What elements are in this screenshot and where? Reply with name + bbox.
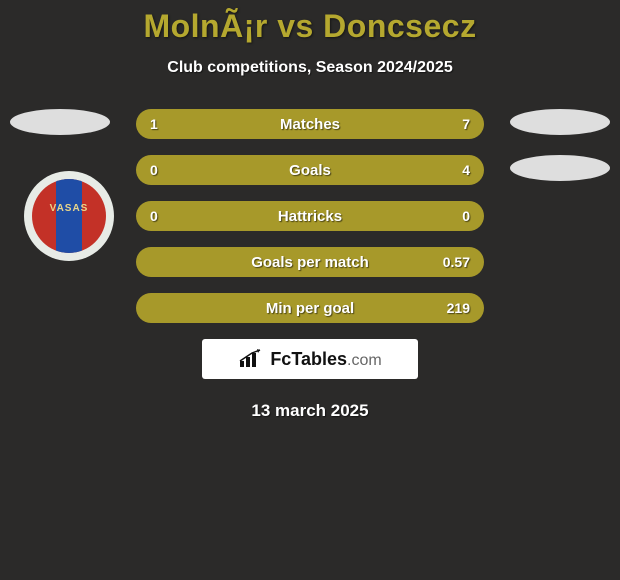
brand-domain: .com	[347, 352, 382, 370]
stat-label: Goals	[136, 162, 484, 179]
stat-right-value: 219	[444, 300, 470, 316]
stat-row: 0 Hattricks 0	[0, 201, 620, 231]
brand-tables: Tables	[291, 349, 347, 370]
brand-fc: Fc	[270, 349, 291, 370]
stat-pill-hattricks: 0 Hattricks 0	[136, 201, 484, 231]
stat-pill-goals: 0 Goals 4	[136, 155, 484, 185]
stat-right-value: 0	[444, 208, 470, 224]
page-title: MolnÃ¡r vs Doncsecz	[0, 0, 620, 45]
stat-pill-goals-per-match: Goals per match 0.57	[136, 247, 484, 277]
stat-row: 1 Matches 7	[0, 109, 620, 139]
generated-date: 13 march 2025	[0, 401, 620, 421]
stat-label: Min per goal	[136, 300, 484, 317]
brand-box: Fc Tables .com	[202, 339, 418, 379]
stat-label: Goals per match	[136, 254, 484, 271]
stat-right-value: 4	[444, 162, 470, 178]
stat-label: Matches	[136, 116, 484, 133]
stat-label: Hattricks	[136, 208, 484, 225]
stat-right-value: 0.57	[443, 254, 470, 270]
stat-row: Goals per match 0.57	[0, 247, 620, 277]
page-subtitle: Club competitions, Season 2024/2025	[0, 59, 620, 77]
chart-icon	[238, 349, 264, 369]
stat-row: 0 Goals 4	[0, 155, 620, 185]
stat-left-value: 0	[150, 208, 176, 224]
stat-left-value: 0	[150, 162, 176, 178]
stat-pill-matches: 1 Matches 7	[136, 109, 484, 139]
brand-text: Fc Tables .com	[270, 349, 381, 370]
stat-right-value: 7	[444, 116, 470, 132]
stat-pill-min-per-goal: Min per goal 219	[136, 293, 484, 323]
stat-row: Min per goal 219	[0, 293, 620, 323]
comparison-stage: VASAS 1 Matches 7 0 Goals 4 0 Hattricks …	[0, 109, 620, 323]
stat-left-value: 1	[150, 116, 176, 132]
